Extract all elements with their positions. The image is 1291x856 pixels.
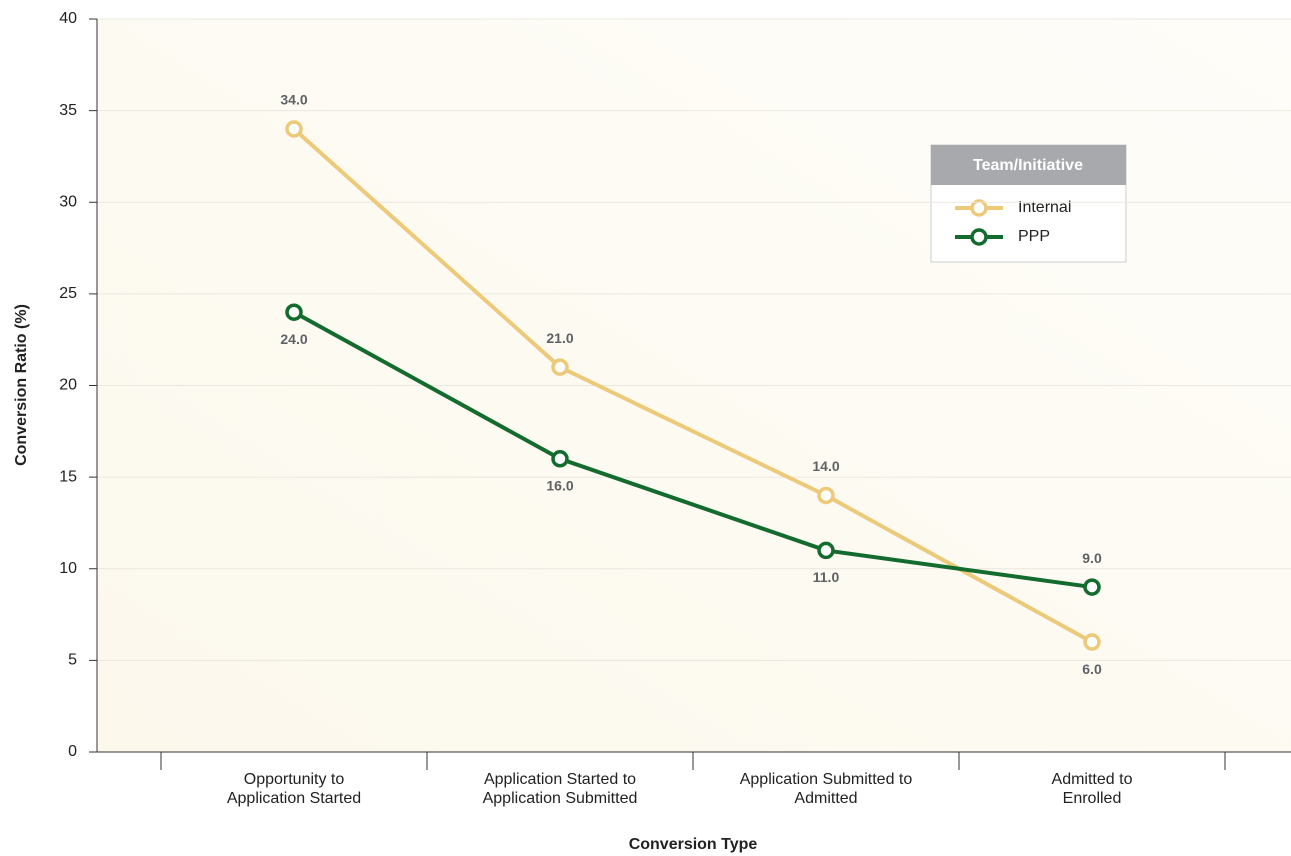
data-point (817, 486, 835, 505)
x-tick-label: Admitted to Enrolled (1051, 771, 1133, 807)
data-label: 34.0 (280, 92, 307, 108)
data-label: 6.0 (1082, 661, 1102, 677)
y-tick-label: 40 (59, 10, 77, 27)
legend-marker (970, 228, 988, 246)
y-tick-label: 5 (68, 652, 77, 669)
legend: Team/Initiative Internal PPP (930, 144, 1127, 263)
data-point (285, 303, 303, 321)
data-point (551, 358, 569, 376)
y-tick-label: 25 (59, 285, 77, 302)
x-tick-label: Application Submitted to Admitted (739, 771, 913, 807)
y-tick-label: 15 (59, 468, 77, 485)
legend-label: PPP (1018, 228, 1050, 245)
data-label: 11.0 (813, 569, 840, 585)
data-point (817, 541, 835, 560)
data-label: 21.0 (546, 330, 573, 346)
data-label: 9.0 (1082, 550, 1102, 566)
legend-marker (970, 199, 988, 217)
x-tick-label: Application Started to Application Submi… (482, 771, 638, 807)
data-label: 24.0 (280, 331, 307, 347)
legend-header (931, 145, 1126, 185)
series-line (293, 310, 1093, 590)
data-point (1083, 633, 1101, 651)
data-point (285, 120, 303, 138)
x-tick-label: Opportunity to Application Started (226, 771, 362, 807)
data-label: 14.0 (812, 458, 839, 474)
y-tick-label: 10 (59, 560, 77, 577)
data-point (1083, 578, 1101, 596)
x-axis-title: Conversion Type (629, 836, 758, 853)
data-label: 16.0 (546, 478, 573, 494)
y-axis-title: Conversion Ratio (%) (13, 304, 30, 466)
data-point (551, 450, 569, 468)
y-tick-label: 30 (59, 193, 77, 210)
y-tick-label: 20 (59, 377, 77, 394)
y-tick-label: 35 (59, 102, 77, 119)
y-tick-label: 0 (68, 743, 77, 760)
legend-label: Internal (1018, 199, 1071, 216)
legend-title: Team/Initiative (973, 157, 1083, 174)
